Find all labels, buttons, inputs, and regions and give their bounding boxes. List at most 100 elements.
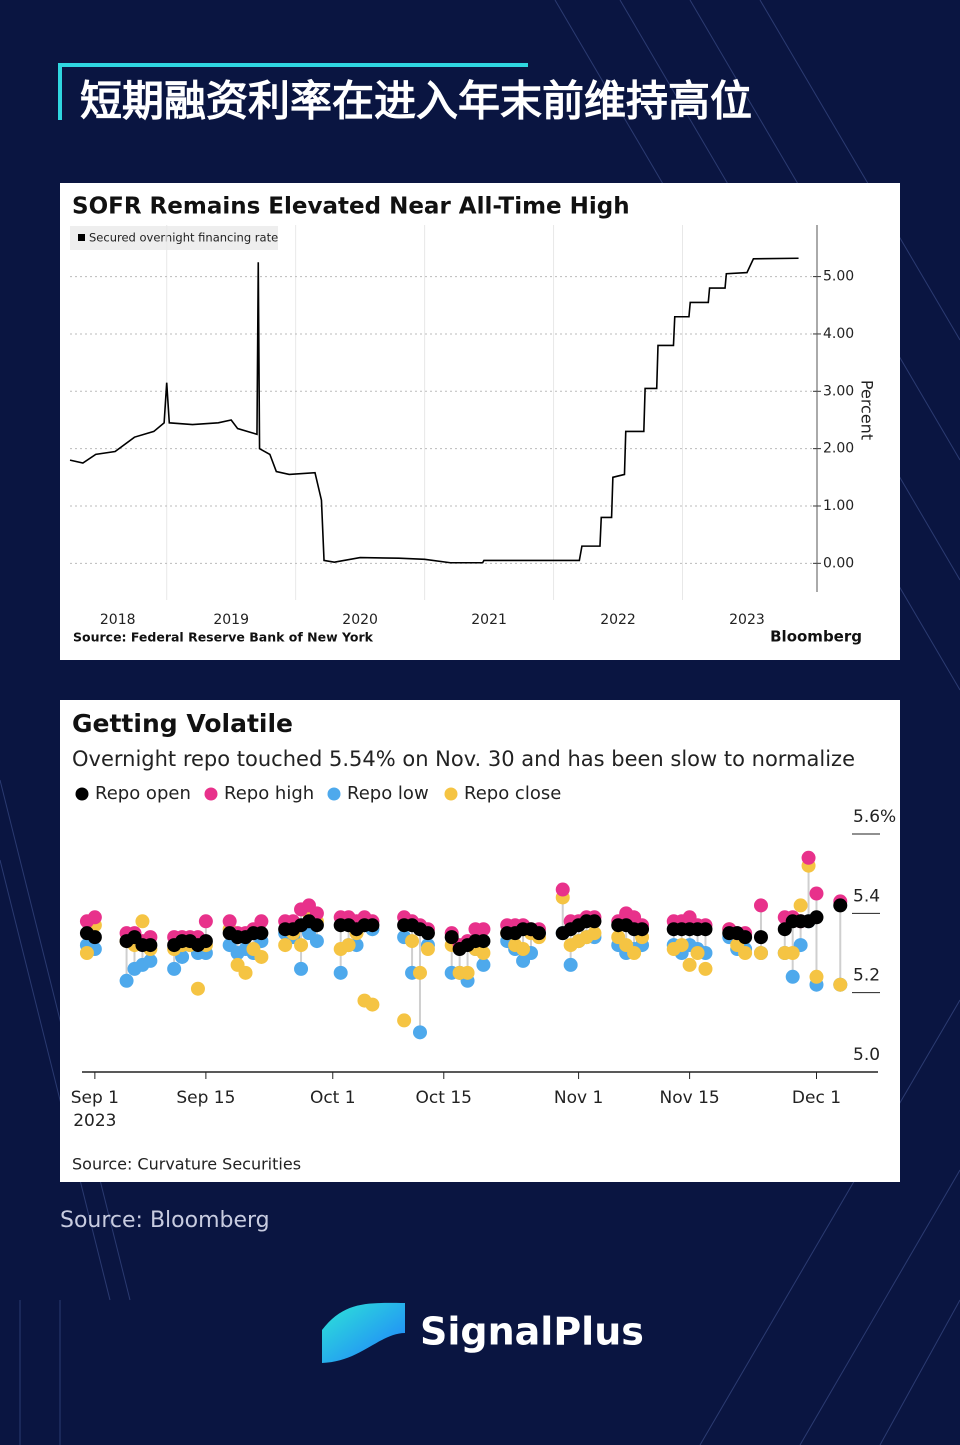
dot (674, 938, 689, 953)
x-tick-label: Nov 15 (660, 1088, 720, 1108)
legend-box (70, 226, 278, 250)
chart-source: Source: Curvature Securities (72, 1155, 301, 1174)
x-year-label: 2023 (73, 1111, 116, 1131)
dot (516, 942, 531, 957)
brand: SignalPlus (420, 1310, 644, 1354)
dot (476, 946, 491, 960)
dot (87, 910, 102, 925)
dot (198, 914, 213, 929)
title-bracket (58, 63, 528, 120)
dot (793, 898, 808, 913)
dot (785, 946, 800, 960)
y-tick-label: 3.00 (823, 383, 854, 399)
x-tick-label: Sep 15 (176, 1088, 235, 1108)
dot (278, 938, 293, 953)
dot (198, 934, 213, 949)
dot (444, 930, 459, 945)
dot (420, 926, 435, 941)
chart-brand: Bloomberg (770, 628, 862, 646)
y-tick-label: 5.00 (823, 269, 854, 285)
y-tick-label: 1.00 (823, 498, 854, 514)
x-tick-label: 2018 (100, 612, 136, 628)
x-tick-label: Oct 1 (310, 1088, 356, 1108)
dot (563, 957, 578, 972)
x-tick-label: Nov 1 (554, 1088, 603, 1108)
dot (738, 946, 753, 960)
y-tick-label: 4.00 (823, 326, 854, 342)
dot (87, 930, 102, 945)
dot (365, 997, 380, 1012)
dot (167, 961, 182, 976)
y-tick-label: 5.0 (853, 1045, 880, 1065)
dot (405, 934, 420, 949)
dot (785, 969, 800, 984)
dot (738, 930, 753, 945)
x-tick-label: 2023 (729, 612, 765, 628)
dot (587, 926, 602, 941)
dot (753, 930, 768, 945)
dot (555, 882, 570, 897)
x-tick-label: Dec 1 (792, 1088, 841, 1108)
dot (833, 977, 848, 992)
logo (322, 1302, 405, 1363)
dot (753, 946, 768, 960)
dot (753, 898, 768, 913)
x-tick-label: Sep 1 (71, 1088, 119, 1108)
chart-title: Getting Volatile (72, 709, 293, 738)
legend-label: Repo close (464, 783, 561, 804)
dot (627, 946, 642, 960)
chart-card (60, 183, 900, 660)
dot (635, 922, 650, 937)
dot (833, 898, 848, 913)
dot (587, 914, 602, 929)
dot (254, 926, 269, 941)
x-tick-label: 2020 (342, 612, 378, 628)
dot (294, 938, 309, 953)
dot (309, 918, 324, 933)
dot (143, 953, 158, 968)
y-tick-label: 5.2 (853, 966, 880, 986)
dot (420, 942, 435, 957)
x-tick-label: 2019 (213, 612, 249, 628)
dot (809, 969, 824, 984)
chart-title: SOFR Remains Elevated Near All-Time High (72, 194, 630, 220)
dot (476, 922, 491, 937)
page-title: 短期融资利率在进入年末前维持高位 (80, 77, 752, 126)
dot (698, 922, 713, 937)
dot (143, 938, 158, 953)
dot (135, 914, 150, 929)
dot (365, 918, 380, 933)
page-source: Source: Bloomberg (60, 1208, 270, 1233)
dot (254, 949, 269, 964)
y-tick-label: 5.4 (853, 886, 880, 906)
legend-label: Repo high (224, 783, 314, 804)
dot (531, 926, 546, 941)
dot (809, 910, 824, 925)
dot (222, 914, 237, 929)
data-line (69, 257, 799, 564)
dot (801, 850, 816, 865)
y-tick-label: 0.00 (823, 555, 854, 571)
legend-label: Repo open (95, 783, 191, 804)
legend-label: Secured overnight financing rate (89, 231, 278, 245)
dot (412, 1025, 427, 1040)
legend-dot (204, 787, 218, 801)
dot (119, 973, 134, 988)
legend-label: Repo low (347, 783, 429, 804)
x-tick-label: Oct 15 (416, 1088, 472, 1108)
y-axis-label: Percent (858, 380, 877, 440)
legend-dot (327, 787, 341, 801)
dot (333, 965, 348, 980)
dot (698, 961, 713, 976)
charts: SOFR Remains Elevated Near All-Time High… (69, 194, 896, 1174)
dot (341, 938, 356, 953)
dot (476, 957, 491, 972)
dot (238, 965, 253, 980)
dot (690, 946, 705, 960)
chart-source: Source: Federal Reserve Bank of New York (73, 630, 374, 645)
dot (294, 961, 309, 976)
dot (682, 957, 697, 972)
y-tick-label: 5.6% (853, 807, 896, 827)
